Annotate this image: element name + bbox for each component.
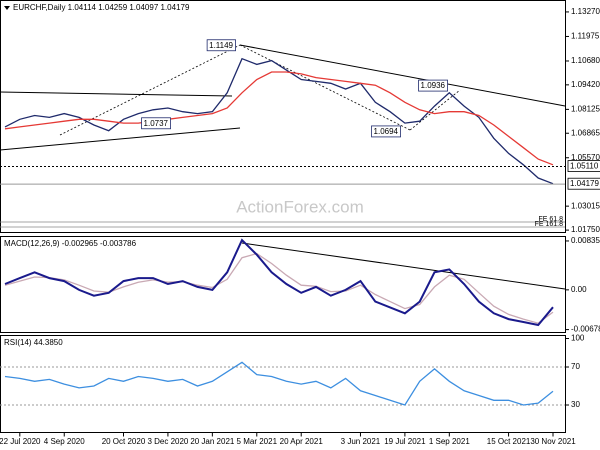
x-tick-label: 3 Jun 2021 xyxy=(341,437,381,446)
x-tick-label: 3 Dec 2020 xyxy=(147,437,188,446)
y-tick-label: 1.03015 xyxy=(571,201,600,210)
y-tick-label: 70 xyxy=(571,362,580,371)
fe-label: FE 161.8 xyxy=(535,221,564,228)
price-annotation: 1.1149 xyxy=(209,41,233,50)
series-line xyxy=(4,361,554,406)
x-tick-label: 30 Nov 2021 xyxy=(530,437,576,446)
series-line xyxy=(4,57,554,185)
price-annotation-box xyxy=(371,125,401,138)
panel-title: RSI(14) 44.3850 xyxy=(4,338,63,347)
x-tick-label: 22 Jul 2020 xyxy=(0,437,41,446)
trend-line xyxy=(409,89,461,131)
fe-label: FE 61.8 xyxy=(538,216,563,223)
price-panel xyxy=(0,0,566,233)
rsi-panel xyxy=(0,335,566,433)
price-level-label-box xyxy=(567,177,600,190)
price-annotation-box xyxy=(206,39,236,52)
x-tick-label: 5 Mar 2021 xyxy=(237,437,278,446)
price-level-label-box xyxy=(567,160,600,172)
price-annotation-box xyxy=(141,117,171,130)
panel-title: MACD(12,26,9) -0.002965 -0.003786 xyxy=(4,239,137,248)
y-tick-label: 100 xyxy=(571,334,585,343)
y-tick-label: 1.11975 xyxy=(571,32,600,41)
trend-line xyxy=(239,44,566,107)
y-tick-label: 0.00 xyxy=(571,285,587,294)
trend-line xyxy=(0,127,241,151)
y-tick-label: 1.13270 xyxy=(571,7,600,16)
price-annotation: 1.0936 xyxy=(421,81,446,90)
y-tick-label: 1.06865 xyxy=(571,128,600,137)
watermark: ActionForex.com xyxy=(236,197,364,216)
x-tick-label: 20 Apr 2021 xyxy=(280,437,324,446)
macd-panel xyxy=(0,236,566,333)
trend-line xyxy=(59,44,241,136)
x-tick-label: 20 Oct 2020 xyxy=(102,437,146,446)
price-annotation: 1.0694 xyxy=(374,127,399,136)
y-tick-label: 0.008353 xyxy=(571,236,600,245)
price-annotation-box xyxy=(418,79,448,92)
y-tick-label: 1.09420 xyxy=(571,80,600,89)
y-tick-label: -0.006788 xyxy=(571,325,600,334)
price-level-label: 1.04179 xyxy=(570,179,599,188)
x-tick-label: 4 Sep 2020 xyxy=(44,437,85,446)
trend-line xyxy=(0,91,233,97)
y-tick-label: 1.08125 xyxy=(571,104,600,113)
x-tick-label: 19 Jul 2021 xyxy=(384,437,426,446)
price-annotation: 1.0737 xyxy=(144,119,169,128)
series-line xyxy=(4,238,554,327)
y-tick-label: 1.10680 xyxy=(571,56,600,65)
panel-title: EURCHF,Daily 1.04114 1.04259 1.04097 1.0… xyxy=(13,3,190,12)
menu-triangle xyxy=(4,6,10,10)
series-line xyxy=(4,252,554,324)
x-tick-label: 15 Oct 2021 xyxy=(487,437,531,446)
price-level-label: 1.05110 xyxy=(570,162,599,171)
x-tick-label: 1 Sep 2021 xyxy=(429,437,470,446)
y-tick-label: 30 xyxy=(571,400,580,409)
x-tick-label: 20 Jan 2021 xyxy=(190,437,235,446)
y-tick-label: 1.05570 xyxy=(571,153,600,162)
trend-line xyxy=(241,242,566,290)
series-line xyxy=(4,71,554,166)
y-tick-label: 1.01750 xyxy=(571,225,600,234)
